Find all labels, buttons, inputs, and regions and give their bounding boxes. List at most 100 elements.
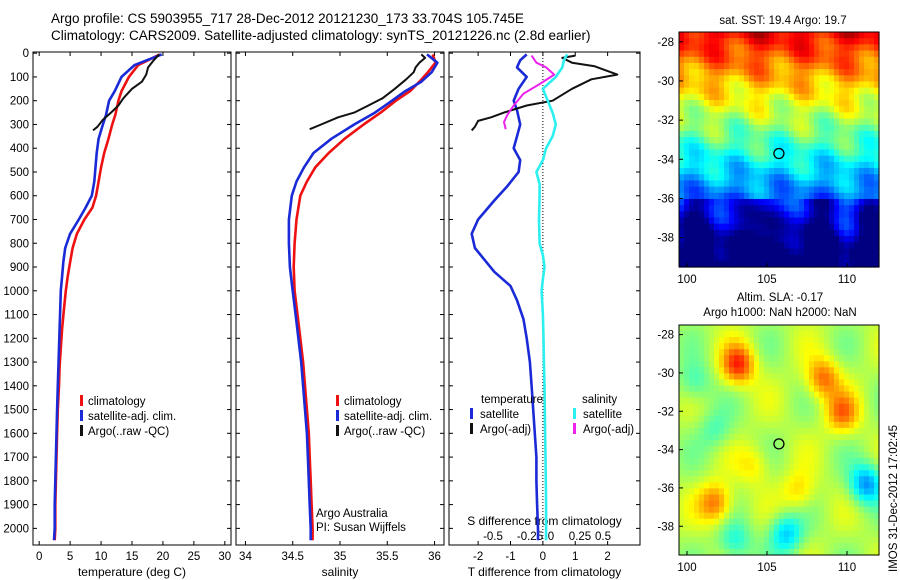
top-tick-label: -0.25 [517, 531, 543, 543]
map-cell [779, 32, 785, 39]
depth-tick-label: 700 [10, 215, 29, 227]
map-cell [799, 452, 805, 459]
map-cell [784, 93, 790, 101]
map-cell [799, 355, 805, 362]
map-cell [759, 32, 765, 39]
map-cell [684, 397, 690, 405]
map-cell [689, 186, 695, 194]
map-cell [754, 130, 760, 138]
map-cell [854, 452, 860, 459]
x-tick-label: 20 [157, 551, 170, 563]
map-cell [864, 403, 870, 411]
map-cell [824, 38, 830, 45]
map-cell [719, 137, 725, 144]
map-cell [714, 112, 720, 120]
map-cell [834, 38, 840, 45]
x-tick-label: 35.5 [376, 551, 398, 563]
map-cell [864, 32, 870, 39]
map-cell [859, 391, 865, 399]
map-cell [769, 427, 775, 435]
map-cell [854, 458, 860, 465]
map-cell [834, 174, 840, 182]
map-cell [794, 494, 800, 502]
map-cell [819, 458, 825, 465]
map-cell [829, 524, 835, 532]
map-cell [819, 482, 825, 490]
map-cell [759, 155, 765, 163]
map-cell [874, 524, 880, 532]
map-cell [699, 385, 705, 393]
map-cell [764, 168, 770, 175]
map-cell [819, 236, 825, 243]
map-cell [809, 223, 815, 231]
map-cell [739, 476, 745, 483]
map-cell [689, 379, 695, 387]
map-cell [774, 530, 780, 538]
map-cell [874, 236, 880, 243]
x-tick-label: 2 [604, 551, 610, 563]
map-cell [854, 530, 860, 538]
map-cell [859, 409, 865, 417]
map-cell [774, 130, 780, 138]
map-cell [844, 506, 850, 514]
map-cell [864, 50, 870, 58]
map-cell [859, 470, 865, 477]
map-cell [799, 260, 805, 268]
map-cell [764, 32, 770, 39]
map-cell [689, 464, 695, 471]
map-cell [679, 427, 685, 435]
map-cell [844, 494, 850, 502]
x-axis-label: temperature (deg C) [78, 565, 186, 579]
map-cell [729, 379, 735, 387]
map-cell [779, 155, 785, 163]
map-cell [849, 75, 855, 83]
map-cell [839, 476, 845, 483]
map-cell [759, 254, 765, 262]
map-cell [699, 100, 705, 107]
map-cell [739, 542, 745, 550]
map-cell [764, 373, 770, 381]
map-cell [784, 211, 790, 219]
map-cell [814, 458, 820, 465]
map-cell [739, 118, 745, 126]
series-line-satellite-adj-clim- [287, 53, 439, 541]
map-cell [849, 223, 855, 231]
map-cell [829, 192, 835, 200]
map-cell [769, 137, 775, 144]
map-cell [849, 379, 855, 387]
map-cell [764, 56, 770, 64]
map-cell [739, 180, 745, 188]
map-cell [759, 87, 765, 95]
map-cell [774, 211, 780, 219]
map-cell [699, 180, 705, 188]
map-cell [839, 205, 845, 212]
map-cell [714, 421, 720, 429]
map-cell [859, 248, 865, 256]
map-cell [744, 536, 750, 544]
map-cell [754, 403, 760, 411]
map-cell [679, 343, 685, 350]
map-cell [739, 464, 745, 471]
map-cell [699, 464, 705, 471]
map-cell [744, 470, 750, 477]
map-cell [854, 506, 860, 514]
map-cell [814, 361, 820, 368]
map-cell [809, 69, 815, 76]
map-cell [679, 506, 685, 514]
map-cell [719, 349, 725, 356]
map-cell [709, 379, 715, 387]
map-cell [834, 106, 840, 113]
map-cell [874, 446, 880, 453]
map-cell [784, 260, 790, 268]
map-cell [779, 524, 785, 532]
map-cell [764, 403, 770, 411]
map-cell [684, 512, 690, 520]
map-cell [809, 137, 815, 144]
map-cell [774, 192, 780, 200]
map-cell [734, 149, 740, 157]
map-cell [704, 56, 710, 64]
map-x-tick-label: 100 [677, 274, 696, 286]
map-cell [789, 506, 795, 514]
map-cell [789, 500, 795, 508]
map-cell [754, 168, 760, 175]
